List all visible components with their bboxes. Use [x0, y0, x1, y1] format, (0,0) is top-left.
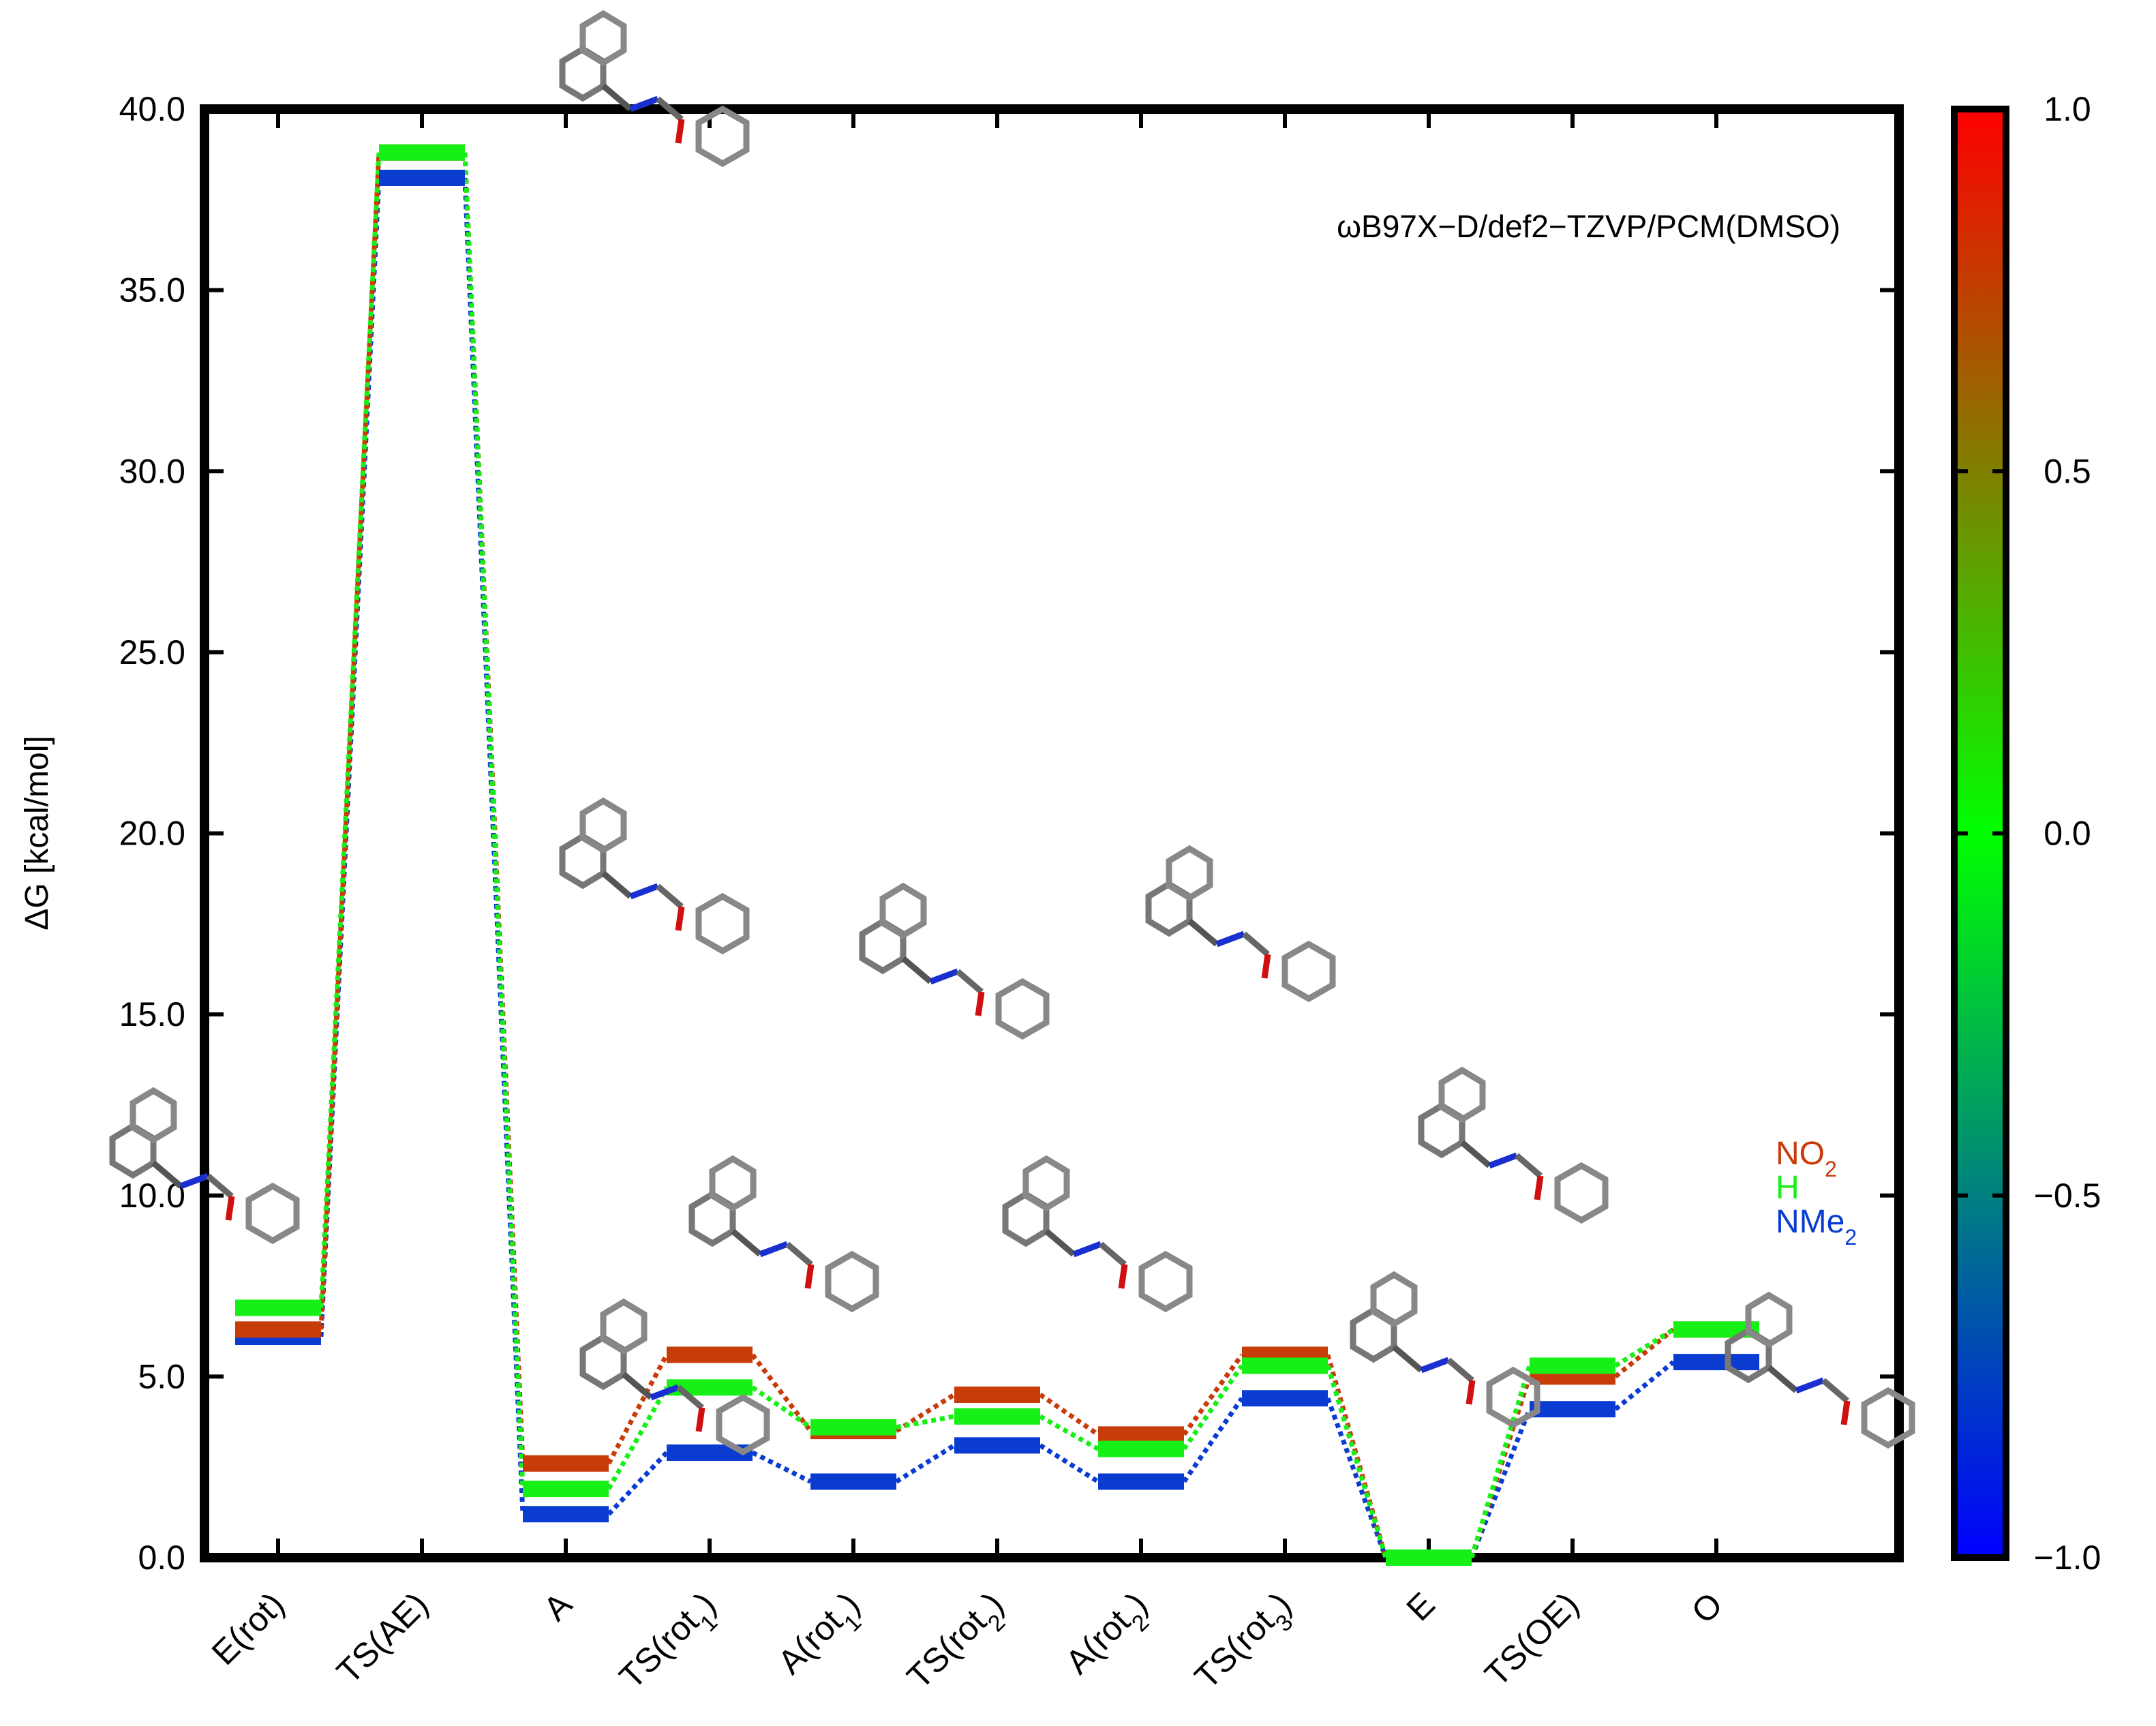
y-tick-label-0: 0.0	[138, 1539, 185, 1577]
y-tick-label-6: 30.0	[119, 452, 185, 490]
connector-H-1	[462, 152, 526, 1489]
x-category-label-9: TS(OE)	[1477, 1585, 1585, 1693]
connector-NO2-6	[1182, 1353, 1244, 1436]
series-connectors	[318, 152, 1675, 1559]
x-category-label-6: A(rot2)	[1058, 1585, 1162, 1689]
connector-H-0	[318, 152, 382, 1308]
y-tick-label-8: 40.0	[119, 90, 185, 128]
legend-item-NMe2: NMe2	[1776, 1204, 1857, 1250]
y-tick-label-3: 15.0	[119, 995, 185, 1033]
connector-H-3	[751, 1385, 812, 1429]
connector-NMe2-2	[607, 1451, 669, 1516]
molecule-O-icon	[583, 1302, 767, 1452]
molecule-TS-rot1-lower-icon	[1421, 1070, 1605, 1220]
x-category-label-8: E	[1399, 1585, 1442, 1628]
connector-H-9	[1614, 1327, 1675, 1368]
x-category-label-1: TS(AE)	[329, 1585, 435, 1691]
molecule-TS-OE-icon	[1149, 849, 1333, 999]
molecule-TS-AE-icon	[562, 14, 746, 164]
colorbar-tick-label-2: 0.0	[2044, 815, 2091, 853]
connector-H-8	[1469, 1365, 1532, 1559]
y-axis-label: ΔG [kcal/mol]	[19, 736, 55, 930]
colorbar-tick-label-0: 1.0	[2044, 90, 2091, 128]
x-category-label-10: O	[1684, 1585, 1730, 1631]
y-tick-label-7: 35.0	[119, 271, 185, 309]
legend-item-H: H	[1776, 1170, 1800, 1206]
connector-NO2-5	[1039, 1393, 1099, 1437]
y-tick-label-5: 25.0	[119, 633, 185, 671]
y-axis-ticks: 0.05.010.015.020.025.030.035.040.0	[119, 90, 1899, 1577]
connector-H-5	[1039, 1414, 1099, 1451]
colorbar-ticks: 1.0 0.5 0.0 −0.5 −1.0	[1954, 90, 2101, 1577]
molecule-A-rot2-lower-icon	[1353, 1275, 1537, 1425]
connector-NMe2-7	[1325, 1397, 1388, 1559]
method-annotation: ωB97X−D/def2−TZVP/PCM(DMSO)	[1337, 209, 1840, 244]
connector-H-7	[1325, 1365, 1388, 1559]
y-tick-label-4: 20.0	[119, 815, 185, 853]
x-category-label-7: TS(rot3)	[1187, 1585, 1306, 1704]
molecule-A-rot1-upper-icon	[692, 1159, 876, 1309]
connector-NO2-2	[606, 1353, 669, 1465]
molecule-A-rot2-upper-icon	[862, 886, 1046, 1036]
plot-frame	[200, 104, 1904, 1562]
connector-NMe2-8	[1469, 1408, 1532, 1559]
colorbar-tick-label-1: 0.5	[2044, 452, 2091, 490]
x-category-label-5: TS(rot2)	[900, 1585, 1018, 1704]
connector-NO2-3	[750, 1353, 813, 1433]
y-tick-label-1: 5.0	[138, 1357, 185, 1395]
molecule-A-icon	[562, 801, 746, 951]
connector-NMe2-5	[1039, 1443, 1099, 1484]
molecule-TS-rot3-upper-icon	[1005, 1159, 1189, 1309]
colorbar-tick-label-4: −1.0	[2034, 1539, 2101, 1577]
energy-levels	[235, 144, 1759, 1566]
connector-H-2	[606, 1386, 669, 1490]
x-category-label-4: A(rot1)	[770, 1585, 875, 1689]
connector-NMe2-3	[751, 1450, 812, 1484]
x-category-label-0: E(rot)	[204, 1585, 292, 1672]
legend-item-NO2: NO2	[1776, 1136, 1837, 1181]
connector-NMe2-4	[895, 1443, 956, 1484]
x-category-label-2: A	[536, 1585, 580, 1629]
connector-NMe2-9	[1613, 1360, 1675, 1411]
colorbar-tick-label-3: −0.5	[2034, 1177, 2101, 1215]
connector-H-4	[896, 1414, 955, 1430]
x-category-label-3: TS(rot1)	[612, 1585, 731, 1704]
